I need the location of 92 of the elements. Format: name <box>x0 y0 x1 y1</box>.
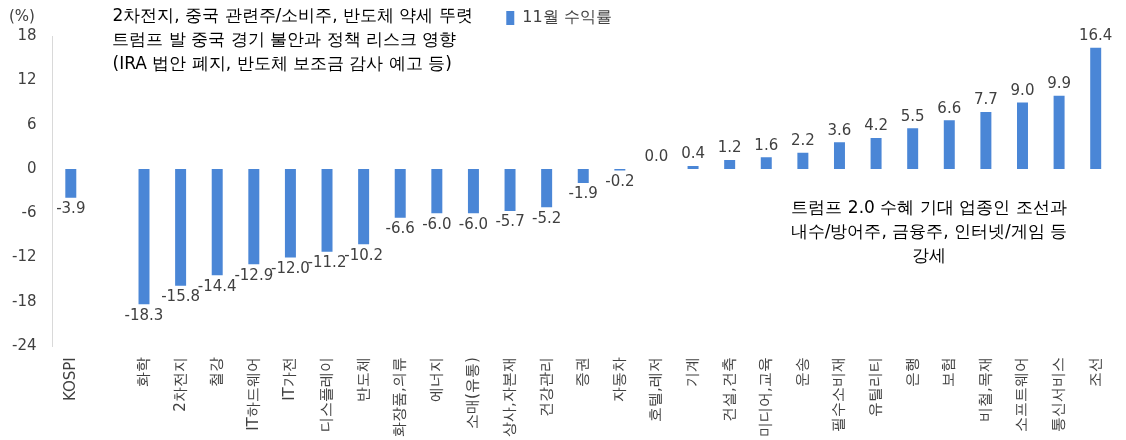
y-tick-label: -12 <box>12 247 37 266</box>
data-label: -12.9 <box>234 265 274 284</box>
x-tick-label: 비철,목재 <box>975 357 994 423</box>
y-tick-label: -6 <box>21 203 37 222</box>
data-label: -0.2 <box>605 171 635 190</box>
bar <box>284 168 296 258</box>
x-tick-label: 필수소비재 <box>829 357 848 433</box>
bar <box>577 168 589 183</box>
x-tick-label: 유틸리티 <box>865 357 884 418</box>
data-label: 6.6 <box>937 98 962 117</box>
x-tick-label: KOSPI <box>60 357 79 402</box>
x-tick-label: 상사,자본재 <box>499 357 518 438</box>
data-label: 9.0 <box>1010 80 1035 99</box>
bar <box>394 168 406 218</box>
data-label: -18.3 <box>124 305 164 324</box>
legend-label: 11월 수익률 <box>522 7 612 27</box>
x-tick-label: 화학 <box>133 357 152 388</box>
bar <box>943 120 955 169</box>
data-label: 0.4 <box>681 144 705 163</box>
data-label: -10.2 <box>344 245 384 264</box>
bar <box>138 168 150 305</box>
annotation: 트럼프 2.0 수혜 기대 업종인 조선과 내수/방어주, 금융주, 인터넷/게임 등 강세 <box>790 196 1068 265</box>
y-tick-label: 18 <box>17 25 37 44</box>
y-axis-title: (%) <box>9 7 35 26</box>
bar <box>541 168 553 208</box>
x-tick-label: 화장품,의류 <box>390 357 409 438</box>
data-label: 1.2 <box>717 138 742 157</box>
bar <box>431 168 443 214</box>
bar <box>1017 102 1028 169</box>
bar <box>504 168 516 212</box>
bar <box>907 128 919 169</box>
x-tick-label: 2차전지 <box>170 357 189 412</box>
x-tick-label: 반도체 <box>353 357 372 403</box>
bar <box>211 168 223 276</box>
bar <box>724 160 736 169</box>
x-tick-label: 철강 <box>207 357 226 388</box>
x-tick-label: 소프트웨어 <box>1012 357 1031 433</box>
y-tick-label: -24 <box>12 336 37 355</box>
x-tick-label: 호텔,레저 <box>646 357 665 423</box>
bar <box>248 168 260 265</box>
data-label: 9.9 <box>1047 74 1072 93</box>
bar <box>687 166 699 169</box>
data-label: 1.6 <box>754 135 779 154</box>
bar <box>833 142 845 169</box>
x-tick-label: IT하드웨어 <box>243 357 262 431</box>
x-tick-label: 소매(유통) <box>463 357 482 429</box>
data-label: -12.0 <box>271 258 310 277</box>
x-tick-label: 건강관리 <box>536 357 555 418</box>
bar <box>1053 95 1065 169</box>
bar <box>797 152 809 169</box>
bar <box>870 137 882 169</box>
bar <box>760 157 772 169</box>
data-label: 3.6 <box>827 120 852 139</box>
x-tick-label: IT가전 <box>280 357 299 401</box>
bar <box>65 168 77 198</box>
data-label: 5.5 <box>900 106 925 125</box>
x-tick-label: 미디어,교육 <box>756 357 775 438</box>
x-tick-label: 건설,건축 <box>719 357 738 423</box>
data-label: -6.0 <box>422 214 452 233</box>
data-label: -5.7 <box>495 212 525 231</box>
y-tick-label: -18 <box>12 291 37 310</box>
data-label: -6.0 <box>458 214 489 233</box>
data-label: 4.2 <box>864 116 889 135</box>
data-label: -1.9 <box>568 184 598 203</box>
x-tick-label: 기계 <box>682 357 701 388</box>
data-label: -15.8 <box>161 287 201 306</box>
y-tick-label: 12 <box>17 70 37 89</box>
data-label: 2.2 <box>790 131 815 150</box>
data-label: -6.6 <box>385 219 415 238</box>
x-tick-label: 자동차 <box>609 357 628 403</box>
x-tick-label: 통신서비스 <box>1048 357 1067 433</box>
bar <box>321 168 333 252</box>
bar <box>358 168 370 245</box>
x-tick-label: 조선 <box>1085 357 1104 388</box>
data-label: 7.7 <box>973 90 998 109</box>
bar <box>175 168 187 286</box>
data-label: -3.9 <box>56 199 86 218</box>
bar <box>467 168 479 214</box>
x-tick-label: 디스플레이 <box>316 357 335 433</box>
bar <box>980 112 992 169</box>
data-label: -5.2 <box>532 208 562 227</box>
x-tick-label: 증권 <box>573 357 592 388</box>
x-tick-label: 에너지 <box>426 357 445 403</box>
annotation: 2차전지, 중국 관련주/소비주, 반도체 약세 뚜렷 트럼프 발 중국 경기 불안과 정책 리스크 영향 (IRA 법안 폐지, 반도체 보조금 감사 예고 등) <box>112 4 473 73</box>
y-tick-label: 6 <box>26 114 37 133</box>
x-tick-label: 은행 <box>902 357 921 388</box>
bar <box>1090 47 1102 169</box>
data-label: 16.4 <box>1079 26 1113 45</box>
x-tick-label: 보험 <box>939 357 958 388</box>
x-tick-label: 운송 <box>792 357 811 388</box>
data-label: 0.0 <box>644 147 669 166</box>
y-tick-label: 0 <box>26 158 37 177</box>
